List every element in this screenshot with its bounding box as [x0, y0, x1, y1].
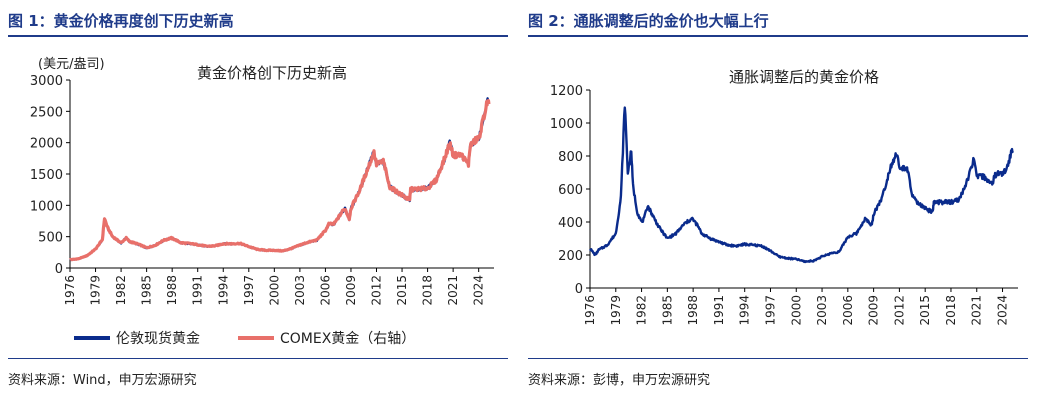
- x-tick-label: 1982: [635, 295, 649, 326]
- x-tick-label: 2003: [293, 275, 307, 306]
- x-tick-label: 1985: [140, 275, 154, 306]
- figure-1-title-rule: [8, 35, 508, 37]
- x-tick-label: 2021: [970, 295, 984, 326]
- x-tick-label: 1994: [216, 275, 230, 306]
- x-tick-label: 1976: [583, 295, 597, 326]
- y-tick-label: 3000: [30, 74, 63, 89]
- y-tick-label: 0: [575, 282, 583, 297]
- x-tick-label: 1991: [191, 275, 205, 306]
- x-tick-label: 2009: [344, 275, 358, 306]
- y-tick-label: 2000: [30, 137, 63, 152]
- x-tick-label: 2021: [446, 275, 460, 306]
- x-tick-label: 1997: [763, 295, 777, 326]
- series-line-1: [70, 98, 489, 260]
- chart-title: 通胀调整后的黄金价格: [729, 68, 879, 86]
- figure-2-title-rule: [528, 35, 1028, 37]
- x-tick-label: 2024: [996, 295, 1010, 326]
- y-tick-label: 1200: [550, 84, 583, 99]
- x-tick-label: 1988: [165, 275, 179, 306]
- x-tick-label: 1979: [609, 295, 623, 326]
- figure-2-title: 图 2：通胀调整后的金价也大幅上行: [528, 10, 769, 31]
- legend-label-2: COMEX黄金（右轴）: [280, 330, 415, 347]
- x-tick-label: 2018: [944, 295, 958, 326]
- legend-label-1: 伦敦现货黄金: [116, 330, 200, 347]
- y-tick-label: 2500: [30, 105, 63, 120]
- y-tick-label: 500: [38, 231, 63, 246]
- y-tick-label: 1000: [550, 117, 583, 132]
- figure-1-title: 图 1：黄金价格再度创下历史新高: [8, 10, 234, 31]
- figure-2-bottom-rule: [528, 358, 1028, 359]
- y-unit-label: (美元/盎司): [38, 57, 105, 72]
- x-tick-label: 2015: [918, 295, 932, 326]
- x-tick-label: 1991: [712, 295, 726, 326]
- x-tick-label: 2000: [789, 295, 803, 326]
- x-tick-label: 1988: [686, 295, 700, 326]
- figure-1-bottom-rule: [8, 358, 508, 359]
- figure-1-source: 资料来源：Wind，申万宏源研究: [8, 369, 197, 388]
- figure-2-source: 资料来源：彭博，申万宏源研究: [528, 369, 710, 388]
- y-tick-label: 800: [558, 150, 583, 165]
- x-tick-label: 2024: [472, 275, 486, 306]
- x-tick-label: 2000: [267, 275, 281, 306]
- y-tick-label: 200: [558, 249, 583, 264]
- x-tick-label: 1979: [89, 275, 103, 306]
- x-tick-label: 2006: [318, 275, 332, 306]
- y-tick-label: 400: [558, 216, 583, 231]
- x-tick-label: 2012: [892, 295, 906, 326]
- chart-title: 黄金价格创下历史新高: [197, 64, 347, 82]
- x-tick-label: 2012: [370, 275, 384, 306]
- x-tick-label: 1994: [738, 295, 752, 326]
- y-tick-label: 1000: [30, 199, 63, 214]
- x-tick-label: 1985: [660, 295, 674, 326]
- x-tick-label: 2015: [395, 275, 409, 306]
- y-tick-label: 600: [558, 183, 583, 198]
- x-tick-label: 2003: [815, 295, 829, 326]
- y-tick-label: 0: [55, 262, 63, 277]
- x-tick-label: 1976: [63, 275, 77, 306]
- x-tick-label: 1997: [242, 275, 256, 306]
- x-tick-label: 1982: [114, 275, 128, 306]
- figure-2-chart: 0 200 400 600 800 1000 1200 1976 1979 1982 1985 198…: [520, 40, 1030, 360]
- y-tick-label: 1500: [30, 168, 63, 183]
- series-line-2: [70, 101, 489, 260]
- x-tick-label: 2018: [421, 275, 435, 306]
- series-line-1: [590, 108, 1013, 262]
- figure-1-chart: 0 500 1000 1500 2000 2500 3000 1976 1979 1982 1985…: [0, 40, 510, 360]
- x-tick-label: 2006: [841, 295, 855, 326]
- x-tick-label: 2009: [867, 295, 881, 326]
